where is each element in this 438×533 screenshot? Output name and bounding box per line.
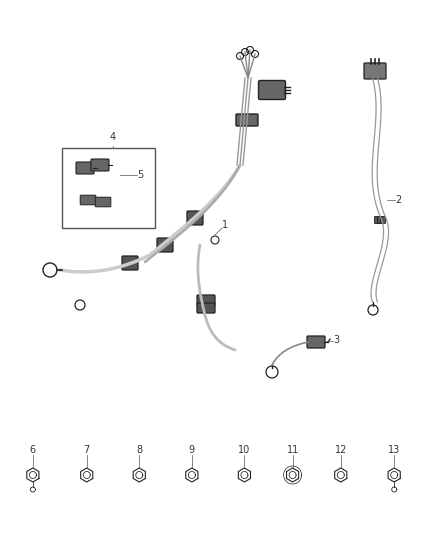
Text: 9: 9 (189, 445, 195, 455)
FancyBboxPatch shape (258, 80, 286, 100)
FancyBboxPatch shape (95, 197, 111, 207)
FancyBboxPatch shape (80, 195, 96, 205)
Text: 3: 3 (333, 335, 339, 345)
Text: 12: 12 (335, 445, 347, 455)
FancyBboxPatch shape (197, 303, 215, 313)
Text: 8: 8 (136, 445, 142, 455)
Text: 7: 7 (84, 445, 90, 455)
FancyBboxPatch shape (378, 216, 382, 223)
FancyBboxPatch shape (157, 238, 173, 252)
FancyBboxPatch shape (187, 211, 203, 225)
Text: 4: 4 (110, 132, 116, 142)
FancyBboxPatch shape (91, 159, 109, 171)
FancyBboxPatch shape (381, 216, 385, 223)
FancyBboxPatch shape (236, 114, 258, 126)
Text: 5: 5 (137, 170, 143, 180)
Text: 11: 11 (286, 445, 299, 455)
FancyBboxPatch shape (307, 336, 325, 348)
Text: 1: 1 (222, 220, 228, 230)
FancyBboxPatch shape (122, 256, 138, 270)
Text: 6: 6 (30, 445, 36, 455)
FancyBboxPatch shape (197, 295, 215, 305)
FancyBboxPatch shape (364, 63, 386, 79)
Text: 2: 2 (395, 195, 401, 205)
FancyBboxPatch shape (76, 162, 94, 174)
FancyBboxPatch shape (374, 216, 379, 223)
Text: 13: 13 (388, 445, 400, 455)
FancyBboxPatch shape (62, 148, 155, 228)
Text: 10: 10 (238, 445, 251, 455)
